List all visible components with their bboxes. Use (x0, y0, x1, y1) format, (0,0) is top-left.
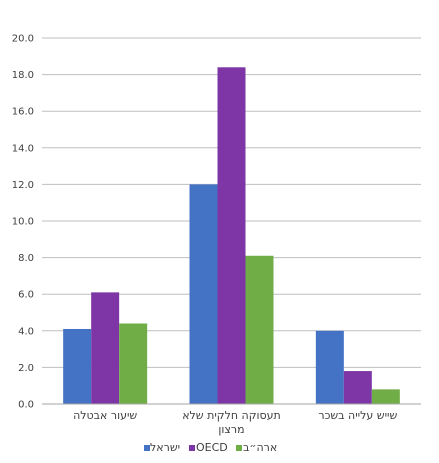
y-tick-label: 10.0 (12, 217, 34, 228)
y-axis-tick-labels: 0.0 2.0 4.0 6.0 8.0 10.0 12.0 14.0 16.0 18.0 20.0 (12, 34, 34, 411)
y-tick-label: 16.0 (12, 107, 34, 118)
legend-marker (236, 445, 242, 451)
x-category-label: שייש עלייה בשכר (318, 409, 397, 422)
y-tick-label: 0.0 (18, 400, 34, 411)
y-tick-label: 12.0 (12, 180, 34, 191)
bar (119, 323, 148, 404)
bar (189, 184, 218, 404)
x-category-label: תעסוקה חלקית שלא (182, 409, 281, 422)
legend: ישראל OECD ארה״ב (144, 441, 277, 454)
legend-marker (189, 445, 195, 451)
legend-label: OECD (196, 441, 228, 454)
y-tick-label: 20.0 (12, 34, 34, 45)
bar (217, 67, 246, 404)
bars (63, 67, 400, 404)
bar (91, 292, 120, 404)
bar (371, 389, 400, 404)
y-tick-label: 14.0 (12, 143, 34, 154)
y-tick-label: 2.0 (18, 363, 34, 374)
x-category-label: מרצון (218, 423, 244, 436)
bar (315, 330, 344, 404)
y-tick-label: 18.0 (12, 70, 34, 81)
legend-label: ישראל (150, 441, 180, 454)
bar (343, 371, 372, 404)
y-tick-label: 4.0 (18, 326, 34, 337)
legend-marker (144, 445, 150, 451)
y-tick-label: 8.0 (18, 253, 34, 264)
x-category-label: שיעור אבטלה (73, 409, 137, 422)
legend-label: ארה״ב (243, 441, 277, 454)
bar (63, 328, 92, 404)
y-tick-label: 6.0 (18, 290, 34, 301)
bar (245, 255, 274, 404)
